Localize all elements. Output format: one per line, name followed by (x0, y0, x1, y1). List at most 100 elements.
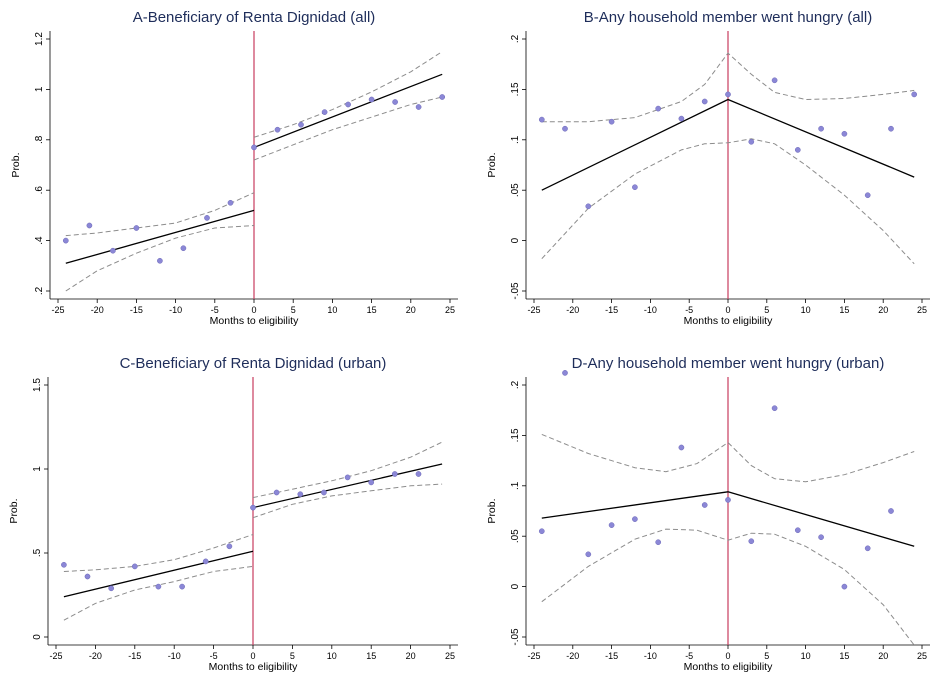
x-tick-label: 25 (917, 305, 927, 315)
ci-lower-left (541, 528, 915, 646)
y-tick-label: -.05 (510, 628, 521, 646)
data-point (344, 474, 351, 481)
data-point (585, 203, 592, 210)
data-point (655, 539, 662, 546)
data-point (888, 125, 894, 132)
data-point (608, 522, 615, 528)
panel-a: A-Beneficiary of Renta Dignidad (all) -25… (10, 9, 458, 327)
data-point (911, 91, 918, 98)
data-point (131, 563, 138, 570)
x-tick-label: 10 (801, 651, 811, 661)
data-point (110, 247, 116, 254)
fit-line-left (541, 491, 729, 519)
data-point (202, 558, 209, 565)
chart-title: C-Beneficiary of Renta Dignidad (urban) (120, 355, 387, 372)
data-point (678, 444, 685, 451)
y-tick-label: .8 (34, 135, 45, 144)
data-point (538, 528, 545, 535)
data-point (368, 96, 375, 103)
x-tick-label: 10 (327, 305, 337, 315)
x-tick-label: -20 (89, 651, 102, 661)
data-point (794, 147, 801, 153)
y-tick-label: .2 (510, 380, 521, 389)
x-tick-label: -10 (644, 305, 657, 315)
x-tick-label: 5 (764, 305, 769, 315)
data-point (392, 99, 398, 105)
x-tick-label: 0 (725, 305, 730, 315)
ci-upper-left (65, 192, 255, 237)
x-tick-label: -25 (49, 651, 62, 661)
data-point (818, 125, 824, 132)
x-axis-title: Months to eligibility (209, 661, 298, 673)
fit-line-left (65, 209, 255, 264)
data-point (748, 538, 755, 545)
y-tick-label: .05 (510, 183, 521, 197)
y-tick-label: 0 (510, 583, 521, 589)
data-point (632, 184, 638, 191)
chart-title: B-Any household member went hungry (all) (584, 9, 872, 26)
x-axis-title: Months to eligibility (684, 661, 773, 673)
fit-line-right (727, 491, 915, 547)
data-point (321, 489, 327, 496)
x-tick-label: 15 (367, 305, 377, 315)
data-point (701, 98, 708, 105)
x-tick-label: -25 (527, 651, 540, 661)
data-point (725, 497, 731, 503)
y-tick-label: -.05 (510, 282, 521, 300)
x-tick-label: 0 (250, 651, 255, 661)
x-tick-label: -15 (130, 305, 143, 315)
data-point (321, 109, 328, 115)
y-tick-label: 1 (34, 86, 45, 92)
panel-d: D-Any household member went hungry (urba… (486, 355, 930, 673)
fit-line-right (252, 463, 443, 509)
x-tick-label: -10 (644, 651, 657, 661)
x-tick-label: -15 (605, 651, 618, 661)
data-point (794, 527, 801, 534)
y-tick-label: 0 (32, 634, 43, 640)
y-tick-label: 0 (510, 237, 521, 243)
data-point (179, 583, 185, 590)
data-point (888, 508, 894, 514)
data-point (251, 144, 257, 151)
data-point (538, 116, 545, 123)
x-tick-label: 15 (366, 651, 376, 661)
y-tick-label: 1.2 (34, 32, 45, 46)
x-tick-label: 25 (917, 651, 927, 661)
y-tick-label: .2 (510, 34, 521, 43)
x-tick-label: -10 (169, 305, 182, 315)
data-point (864, 192, 871, 199)
x-tick-label: 15 (839, 651, 849, 661)
ci-upper-right (253, 51, 443, 138)
x-tick-label: -20 (566, 305, 579, 315)
x-tick-label: 15 (839, 305, 849, 315)
y-tick-label: .05 (510, 529, 521, 543)
y-tick-label: .1 (510, 481, 521, 490)
ci-upper-left (63, 534, 254, 572)
data-point (701, 502, 708, 508)
y-tick-label: 1.5 (32, 378, 43, 392)
data-point (748, 138, 755, 145)
data-point (632, 516, 638, 522)
x-tick-label: 0 (725, 651, 730, 661)
data-point (84, 573, 91, 580)
fit-line-right (727, 98, 915, 178)
y-tick-label: .4 (34, 236, 45, 245)
data-point (226, 543, 233, 550)
x-tick-label: 10 (327, 651, 337, 661)
data-point (298, 121, 304, 128)
data-point (274, 126, 281, 133)
data-point (562, 370, 568, 376)
y-tick-label: 1 (32, 466, 43, 472)
data-point (725, 91, 731, 98)
data-point (415, 471, 422, 477)
data-point (391, 471, 398, 477)
y-tick-label: .5 (32, 548, 43, 557)
ci-upper-right (252, 441, 443, 499)
ci-upper-left (541, 433, 915, 483)
data-point (180, 245, 187, 252)
x-tick-label: 5 (764, 651, 769, 661)
data-point (345, 101, 351, 108)
x-axis-title: Months to eligibility (684, 315, 773, 327)
x-tick-label: 25 (445, 651, 455, 661)
